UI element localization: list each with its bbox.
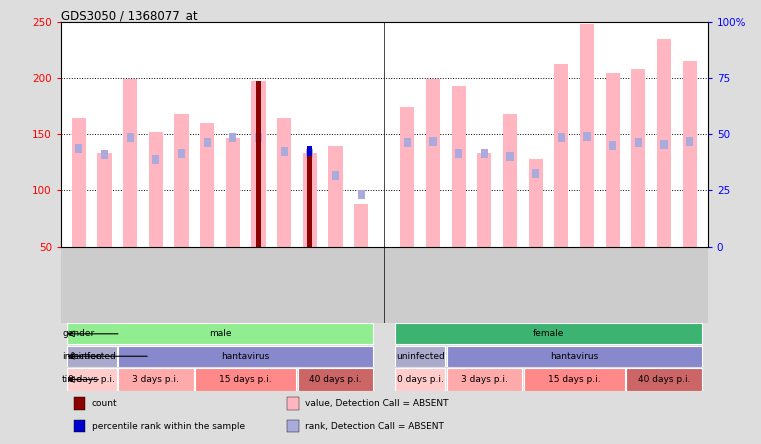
Bar	[632, 69, 645, 246]
Text: rank, Detection Call = ABSENT: rank, Detection Call = ABSENT	[305, 422, 444, 431]
Text: GDS3050 / 1368077_at: GDS3050 / 1368077_at	[61, 9, 198, 22]
FancyBboxPatch shape	[447, 368, 522, 391]
Text: hantavirus: hantavirus	[221, 352, 270, 361]
FancyBboxPatch shape	[524, 368, 625, 391]
Bar	[503, 114, 517, 246]
FancyBboxPatch shape	[447, 346, 702, 367]
Bar	[101, 150, 108, 159]
Bar	[404, 138, 411, 147]
Bar	[358, 190, 365, 199]
Bar	[635, 138, 642, 147]
FancyBboxPatch shape	[395, 368, 445, 391]
Bar	[429, 137, 437, 146]
Bar	[229, 133, 237, 142]
Bar	[554, 63, 568, 246]
Bar	[657, 39, 671, 246]
Text: percentile rank within the sample: percentile rank within the sample	[92, 422, 245, 431]
Text: 40 days p.i.: 40 days p.i.	[638, 375, 690, 384]
Bar	[580, 24, 594, 246]
Bar	[149, 132, 163, 246]
FancyBboxPatch shape	[67, 368, 116, 391]
Text: female: female	[533, 329, 564, 338]
Bar	[303, 154, 317, 246]
Bar	[558, 133, 565, 142]
Bar	[126, 133, 134, 142]
Bar	[281, 147, 288, 156]
Bar	[152, 155, 160, 163]
Bar	[178, 149, 185, 158]
Bar	[256, 80, 261, 246]
Bar	[455, 149, 463, 158]
Text: 3 days p.i.: 3 days p.i.	[132, 375, 180, 384]
Text: count: count	[92, 399, 117, 408]
FancyBboxPatch shape	[67, 323, 374, 345]
Bar	[97, 154, 112, 246]
Bar	[74, 420, 85, 432]
FancyBboxPatch shape	[395, 323, 702, 345]
Bar	[74, 397, 85, 410]
Text: 0 days p.i.: 0 days p.i.	[68, 375, 115, 384]
Bar	[584, 132, 591, 141]
Text: uninfected: uninfected	[67, 352, 116, 361]
Bar	[481, 149, 488, 158]
FancyBboxPatch shape	[195, 368, 296, 391]
FancyBboxPatch shape	[67, 346, 116, 367]
Bar	[123, 79, 137, 246]
Bar	[204, 138, 211, 147]
Bar	[307, 146, 313, 156]
Text: value, Detection Call = ABSENT: value, Detection Call = ABSENT	[305, 399, 449, 408]
FancyBboxPatch shape	[626, 368, 702, 391]
Bar	[606, 73, 619, 246]
Bar	[452, 86, 466, 246]
FancyBboxPatch shape	[118, 346, 374, 367]
Text: 15 days p.i.: 15 days p.i.	[219, 375, 272, 384]
Text: 40 days p.i.: 40 days p.i.	[309, 375, 361, 384]
Bar	[174, 114, 189, 246]
Text: gender: gender	[62, 329, 94, 338]
Text: time: time	[62, 375, 83, 384]
Text: 3 days p.i.: 3 days p.i.	[461, 375, 508, 384]
Bar	[686, 137, 693, 146]
Bar	[532, 169, 540, 178]
Text: 0 days p.i.: 0 days p.i.	[396, 375, 444, 384]
Bar	[683, 61, 697, 246]
Bar	[226, 138, 240, 246]
Bar	[426, 79, 440, 246]
FancyBboxPatch shape	[395, 346, 445, 367]
Bar	[306, 149, 314, 158]
Bar	[477, 154, 492, 246]
Bar	[329, 146, 342, 246]
Bar	[288, 420, 299, 432]
FancyBboxPatch shape	[298, 368, 374, 391]
Bar	[661, 140, 667, 149]
Text: 15 days p.i.: 15 days p.i.	[548, 375, 600, 384]
Bar	[529, 159, 543, 246]
Bar	[72, 118, 86, 246]
Bar	[400, 107, 415, 246]
Text: hantavirus: hantavirus	[550, 352, 598, 361]
FancyBboxPatch shape	[118, 368, 194, 391]
Bar	[255, 133, 262, 142]
Bar	[354, 204, 368, 246]
Text: infection: infection	[62, 352, 102, 361]
Bar	[609, 141, 616, 150]
Bar	[307, 154, 313, 246]
Bar	[332, 171, 339, 180]
Bar	[251, 80, 266, 246]
Bar	[507, 152, 514, 161]
Bar	[277, 118, 291, 246]
Text: male: male	[209, 329, 231, 338]
Text: uninfected: uninfected	[396, 352, 444, 361]
Bar	[288, 397, 299, 410]
Bar	[75, 144, 82, 154]
Bar	[200, 123, 215, 246]
